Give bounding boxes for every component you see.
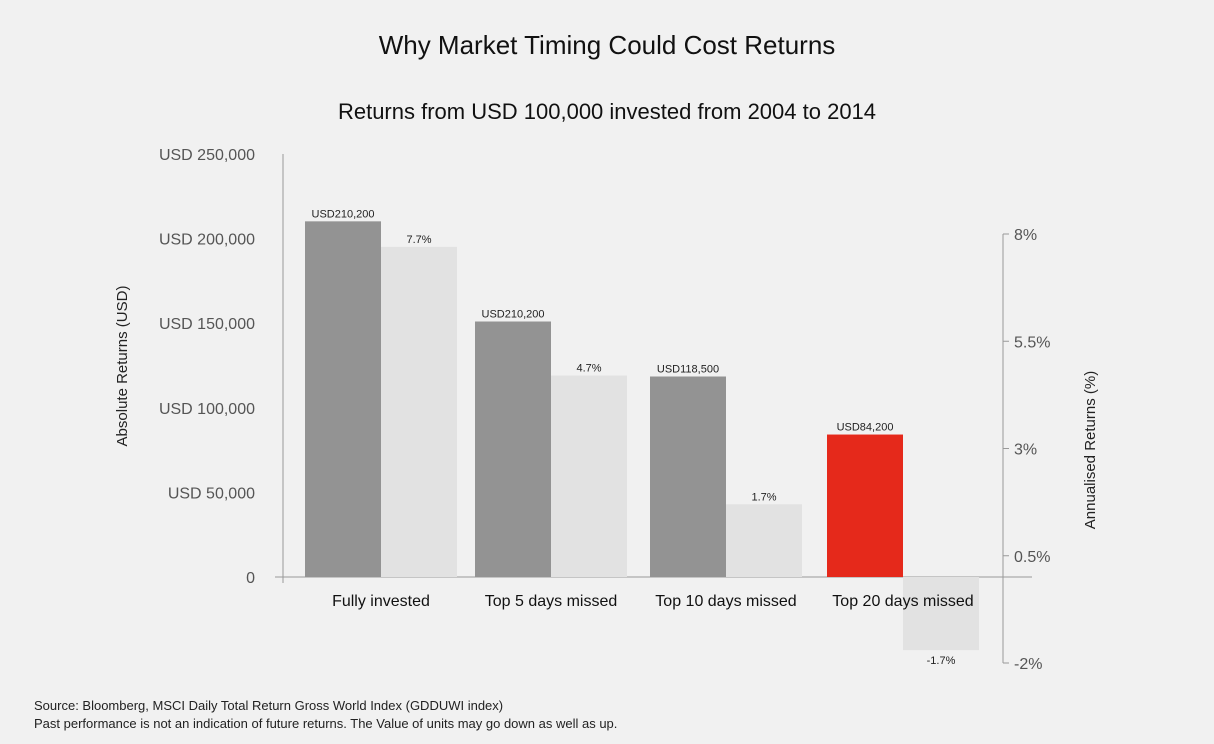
left-tick-label: USD 100,000 bbox=[159, 401, 255, 418]
left-tick-label: USD 200,000 bbox=[159, 232, 255, 249]
chart-title: Why Market Timing Could Cost Returns bbox=[379, 30, 836, 60]
bar-absolute-label: USD84,200 bbox=[837, 422, 894, 434]
bar-annualised-return bbox=[903, 577, 979, 651]
left-tick-label: 0 bbox=[246, 570, 255, 587]
right-axis-label: Annualised Returns (%) bbox=[1082, 371, 1099, 529]
bar-labels: USD210,200 7.7% USD210,200 4.7% USD118,500 1.… bbox=[312, 208, 956, 667]
bar-absolute-return bbox=[475, 321, 551, 577]
bar-annualised-label: -1.7% bbox=[927, 655, 956, 667]
left-tick-label: USD 250,000 bbox=[159, 147, 255, 164]
bar-absolute-label: USD210,200 bbox=[482, 309, 545, 321]
bar-absolute-label: USD210,200 bbox=[312, 208, 375, 220]
right-tick-label: -2% bbox=[1014, 656, 1042, 673]
category-labels: Fully invested Top 5 days missed Top 10 da… bbox=[332, 593, 974, 610]
left-tick-label: USD 150,000 bbox=[159, 316, 255, 333]
bar-annualised-return bbox=[381, 246, 457, 577]
category-label: Top 5 days missed bbox=[485, 593, 618, 610]
category-label: Top 10 days missed bbox=[655, 593, 796, 610]
left-axis-label: Absolute Returns (USD) bbox=[114, 286, 131, 447]
bar-absolute-return bbox=[305, 221, 381, 577]
right-tick-label: 5.5% bbox=[1014, 334, 1050, 351]
category-label: Fully invested bbox=[332, 593, 430, 610]
bar-absolute-return bbox=[827, 434, 903, 577]
bar-absolute-label: USD118,500 bbox=[657, 363, 719, 375]
bars bbox=[305, 221, 979, 651]
bar-annualised-label: 1.7% bbox=[751, 491, 776, 503]
chart-subtitle: Returns from USD 100,000 invested from 2… bbox=[338, 99, 876, 124]
source-note: Source: Bloomberg, MSCI Daily Total Retu… bbox=[34, 698, 503, 713]
right-tick-label: 3% bbox=[1014, 442, 1037, 459]
bar-absolute-return bbox=[650, 376, 726, 577]
right-axis: -2% 0.5% 3% 5.5% 8% bbox=[1002, 227, 1050, 673]
bar-annualised-label: 7.7% bbox=[406, 234, 431, 246]
disclaimer-note: Past performance is not an indication of… bbox=[34, 716, 617, 731]
right-tick-label: 0.5% bbox=[1014, 549, 1050, 566]
bar-annualised-return bbox=[726, 504, 802, 577]
bar-annualised-return bbox=[551, 375, 627, 577]
bar-annualised-label: 4.7% bbox=[576, 363, 601, 375]
right-tick-label: 8% bbox=[1014, 227, 1037, 244]
left-tick-label: USD 50,000 bbox=[168, 485, 255, 502]
category-label: Top 20 days missed bbox=[832, 593, 973, 610]
